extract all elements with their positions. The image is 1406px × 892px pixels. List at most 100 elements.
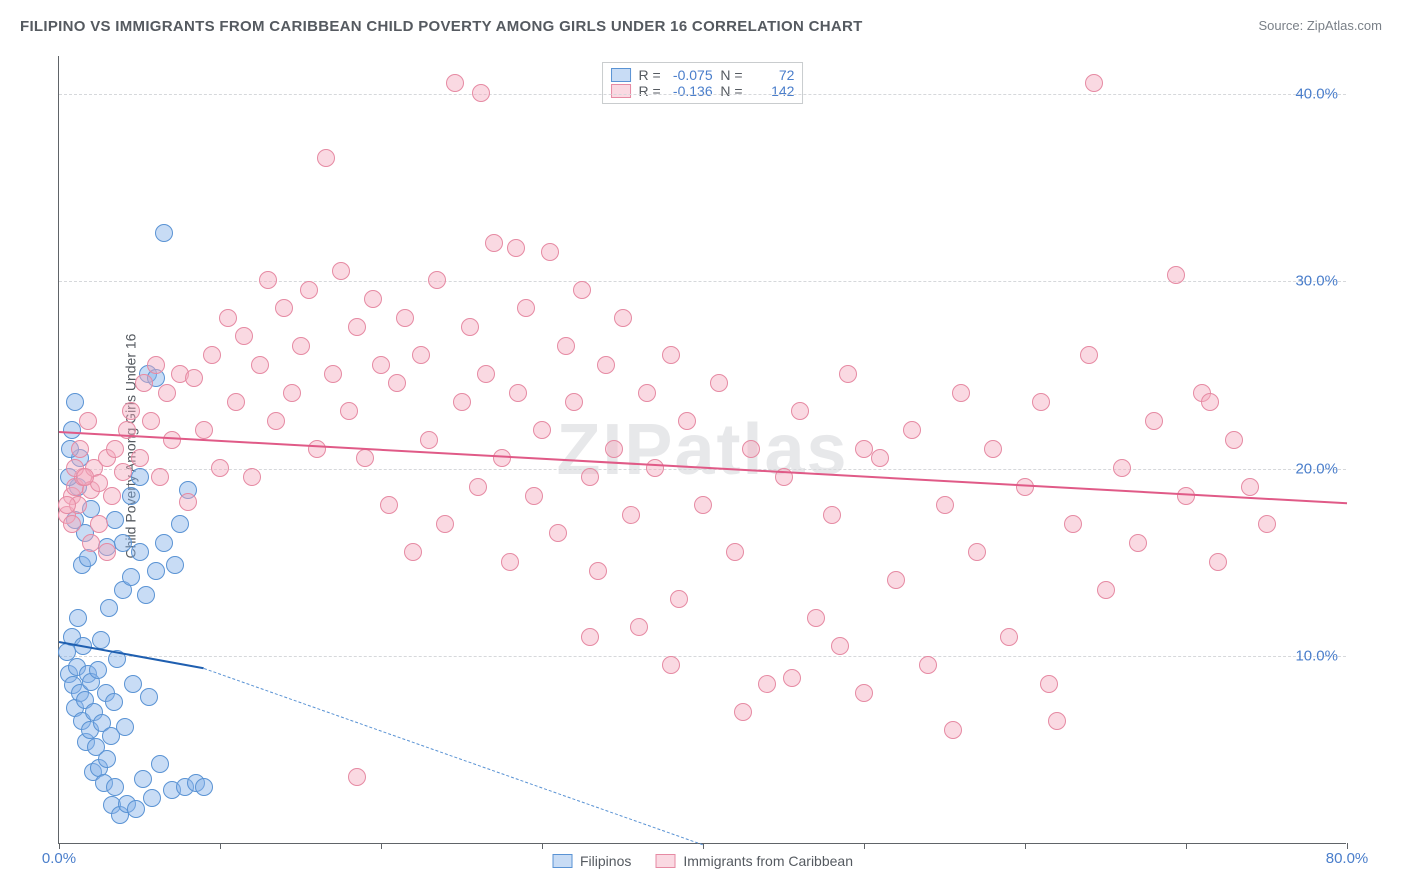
scatter-point bbox=[952, 384, 970, 402]
legend-swatch bbox=[611, 68, 631, 82]
source-link[interactable]: ZipAtlas.com bbox=[1307, 18, 1382, 33]
legend-stats: R = -0.075 N = 72 bbox=[639, 67, 795, 83]
scatter-point bbox=[485, 234, 503, 252]
scatter-point bbox=[1113, 459, 1131, 477]
scatter-point bbox=[412, 346, 430, 364]
scatter-point bbox=[283, 384, 301, 402]
legend-swatch bbox=[611, 84, 631, 98]
watermark: ZIPatlas bbox=[556, 409, 848, 491]
scatter-point bbox=[332, 262, 350, 280]
scatter-point bbox=[203, 346, 221, 364]
scatter-point bbox=[275, 299, 293, 317]
scatter-point bbox=[678, 412, 696, 430]
scatter-point bbox=[420, 431, 438, 449]
scatter-point bbox=[662, 656, 680, 674]
scatter-point bbox=[581, 468, 599, 486]
scatter-point bbox=[1032, 393, 1050, 411]
scatter-point bbox=[1177, 487, 1195, 505]
legend-label: Filipinos bbox=[580, 853, 631, 869]
scatter-point bbox=[364, 290, 382, 308]
scatter-point bbox=[581, 628, 599, 646]
scatter-point bbox=[1048, 712, 1066, 730]
scatter-point bbox=[155, 224, 173, 242]
x-tick-label: 80.0% bbox=[1326, 850, 1369, 867]
legend-item: Filipinos bbox=[552, 853, 631, 869]
scatter-point bbox=[90, 515, 108, 533]
scatter-point bbox=[453, 393, 471, 411]
scatter-point bbox=[509, 384, 527, 402]
scatter-point bbox=[63, 515, 81, 533]
scatter-point bbox=[871, 449, 889, 467]
legend-item: Immigrants from Caribbean bbox=[655, 853, 853, 869]
scatter-point bbox=[1225, 431, 1243, 449]
scatter-point bbox=[71, 440, 89, 458]
scatter-point bbox=[131, 449, 149, 467]
x-tick-mark bbox=[864, 843, 865, 849]
scatter-point bbox=[135, 374, 153, 392]
scatter-point bbox=[622, 506, 640, 524]
scatter-point bbox=[1258, 515, 1276, 533]
scatter-point bbox=[469, 478, 487, 496]
scatter-point bbox=[219, 309, 237, 327]
scatter-point bbox=[122, 568, 140, 586]
scatter-point bbox=[106, 440, 124, 458]
x-tick-mark bbox=[1186, 843, 1187, 849]
scatter-point bbox=[807, 609, 825, 627]
scatter-point bbox=[662, 346, 680, 364]
scatter-point bbox=[472, 84, 490, 102]
scatter-point bbox=[670, 590, 688, 608]
scatter-point bbox=[477, 365, 495, 383]
scatter-point bbox=[742, 440, 760, 458]
scatter-point bbox=[1129, 534, 1147, 552]
correlation-legend: R = -0.075 N = 72R = -0.136 N = 142 bbox=[602, 62, 804, 104]
scatter-point bbox=[124, 675, 142, 693]
scatter-point bbox=[122, 487, 140, 505]
scatter-point bbox=[549, 524, 567, 542]
scatter-point bbox=[1000, 628, 1018, 646]
scatter-point bbox=[605, 440, 623, 458]
scatter-point bbox=[179, 493, 197, 511]
scatter-point bbox=[1167, 266, 1185, 284]
y-tick-label: 30.0% bbox=[1295, 273, 1338, 290]
x-tick-mark bbox=[1025, 843, 1026, 849]
chart-title: FILIPINO VS IMMIGRANTS FROM CARIBBEAN CH… bbox=[20, 18, 863, 35]
scatter-point bbox=[151, 755, 169, 773]
y-tick-label: 20.0% bbox=[1295, 460, 1338, 477]
gridline bbox=[59, 94, 1346, 95]
scatter-point bbox=[227, 393, 245, 411]
scatter-point bbox=[340, 402, 358, 420]
legend-swatch bbox=[655, 854, 675, 868]
scatter-point bbox=[726, 543, 744, 561]
scatter-point bbox=[317, 149, 335, 167]
scatter-point bbox=[76, 468, 94, 486]
scatter-point bbox=[525, 487, 543, 505]
y-tick-label: 10.0% bbox=[1295, 648, 1338, 665]
legend-swatch bbox=[552, 854, 572, 868]
scatter-point bbox=[436, 515, 454, 533]
scatter-point bbox=[243, 468, 261, 486]
scatter-point bbox=[134, 770, 152, 788]
scatter-point bbox=[1209, 553, 1227, 571]
scatter-point bbox=[565, 393, 583, 411]
scatter-point bbox=[831, 637, 849, 655]
scatter-point bbox=[919, 656, 937, 674]
scatter-point bbox=[122, 402, 140, 420]
scatter-point bbox=[388, 374, 406, 392]
scatter-point bbox=[66, 393, 84, 411]
legend-row: R = -0.136 N = 142 bbox=[611, 83, 795, 99]
scatter-point bbox=[259, 271, 277, 289]
scatter-point bbox=[517, 299, 535, 317]
scatter-point bbox=[638, 384, 656, 402]
scatter-point bbox=[461, 318, 479, 336]
scatter-point bbox=[791, 402, 809, 420]
scatter-point bbox=[597, 356, 615, 374]
scatter-point bbox=[1080, 346, 1098, 364]
scatter-point bbox=[89, 661, 107, 679]
scatter-point bbox=[114, 534, 132, 552]
scatter-point bbox=[372, 356, 390, 374]
scatter-point bbox=[573, 281, 591, 299]
scatter-point bbox=[147, 562, 165, 580]
scatter-point bbox=[428, 271, 446, 289]
scatter-point bbox=[127, 800, 145, 818]
scatter-point bbox=[823, 506, 841, 524]
